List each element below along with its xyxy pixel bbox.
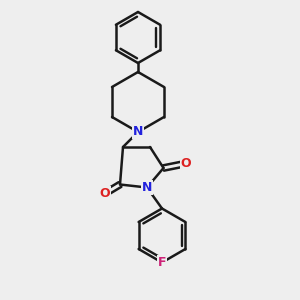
Text: N: N [133,125,143,139]
Text: N: N [142,181,152,194]
Text: O: O [100,187,110,200]
Text: O: O [181,157,191,170]
Text: F: F [158,256,166,269]
